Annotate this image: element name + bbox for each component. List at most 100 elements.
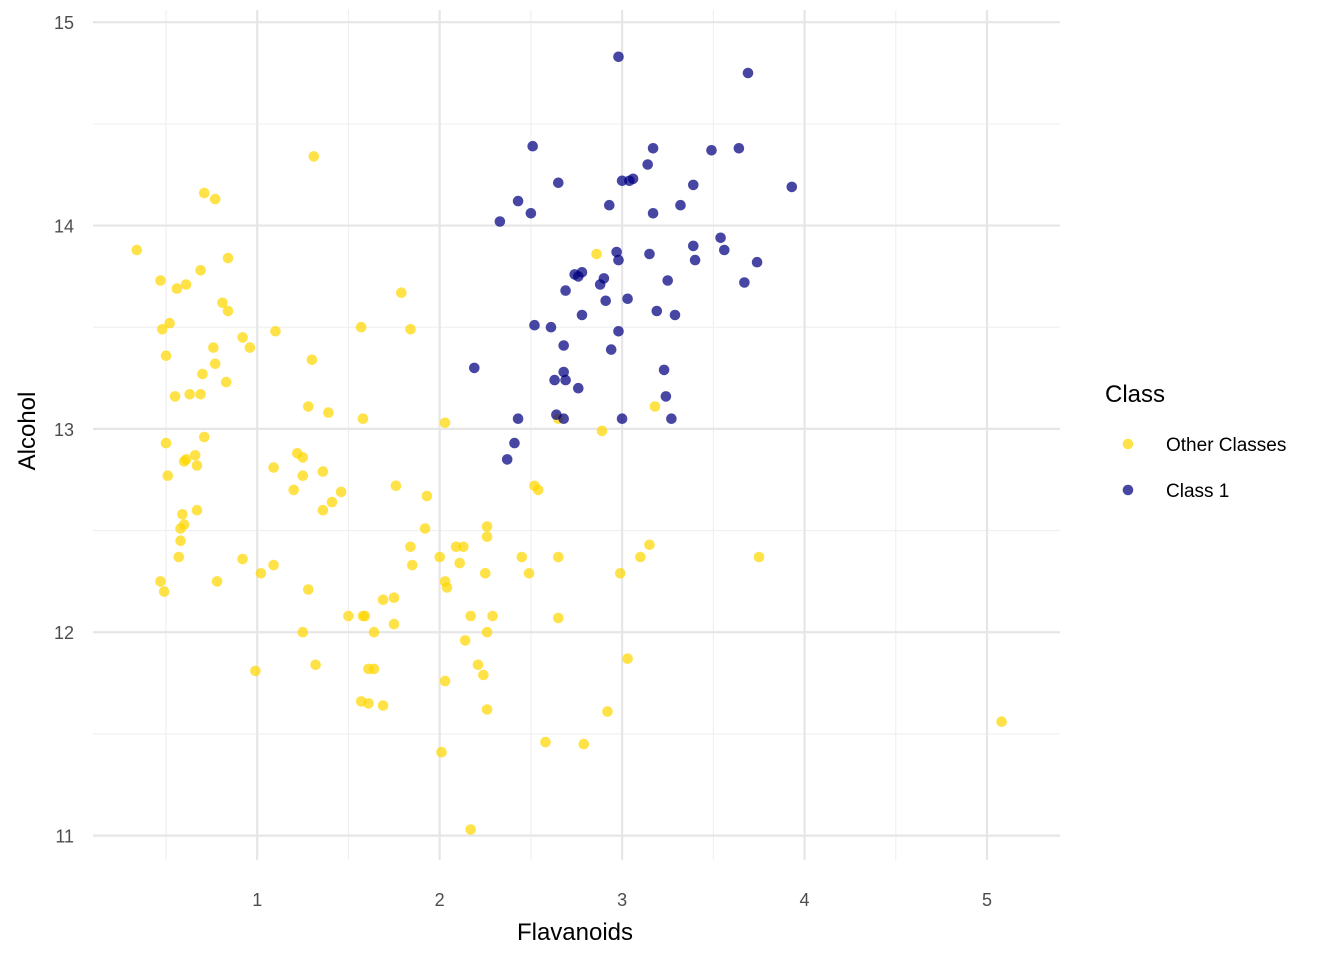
data-point <box>222 305 234 317</box>
y-tick-label: 11 <box>55 827 74 847</box>
y-tick-label: 15 <box>54 13 74 33</box>
data-point <box>191 504 203 516</box>
data-point <box>306 354 318 366</box>
data-point <box>396 287 407 299</box>
data-point <box>591 248 602 260</box>
data-point <box>644 539 655 551</box>
y-tick-label: 12 <box>54 623 74 643</box>
data-point <box>688 179 699 191</box>
data-point <box>421 490 433 502</box>
data-point <box>649 401 661 412</box>
data-point <box>180 454 192 465</box>
data-point <box>217 297 228 309</box>
data-point <box>616 175 628 187</box>
data-point <box>512 195 524 207</box>
data-point <box>308 151 320 162</box>
data-point <box>323 407 334 418</box>
data-point <box>454 557 466 569</box>
data-point <box>604 199 615 211</box>
data-point <box>363 698 374 709</box>
x-axis-ticks: 1 2 3 4 5 <box>252 890 992 910</box>
data-point <box>660 391 672 402</box>
data-point <box>160 437 172 449</box>
data-point <box>388 618 400 630</box>
data-point <box>540 736 551 748</box>
data-point <box>512 413 524 425</box>
data-point <box>469 362 480 374</box>
data-point <box>357 413 369 425</box>
data-point <box>178 519 190 530</box>
legend-key <box>1122 484 1134 496</box>
data-point <box>527 140 538 152</box>
data-point <box>480 568 491 579</box>
data-point <box>390 480 402 492</box>
data-point <box>578 738 590 750</box>
data-point <box>173 551 185 563</box>
data-point <box>613 51 624 63</box>
data-point <box>611 246 622 258</box>
data-point <box>553 177 564 189</box>
data-point <box>573 382 584 394</box>
data-point <box>605 344 617 355</box>
data-point <box>481 531 493 542</box>
data-point <box>297 452 309 463</box>
data-point <box>377 700 389 711</box>
data-point <box>209 193 221 205</box>
data-point <box>622 293 633 305</box>
data-point <box>297 470 309 482</box>
data-point <box>573 271 584 282</box>
data-point <box>195 265 206 276</box>
data-point <box>171 283 183 294</box>
data-point <box>184 389 195 400</box>
data-point <box>642 159 653 170</box>
data-point <box>405 324 416 335</box>
data-point <box>169 391 181 402</box>
data-point <box>459 635 471 646</box>
data-point <box>297 626 309 638</box>
data-point <box>197 368 208 380</box>
data-point <box>733 143 745 154</box>
data-point <box>602 706 613 717</box>
data-point <box>434 551 446 563</box>
data-point <box>669 309 681 321</box>
data-point <box>558 366 569 378</box>
data-point <box>439 417 451 429</box>
legend-label: Class 1 <box>1166 481 1229 502</box>
legend-label: Other Classes <box>1166 435 1286 456</box>
data-point <box>509 437 520 449</box>
data-point <box>615 568 626 579</box>
data-point <box>576 309 588 321</box>
data-point <box>158 586 170 597</box>
data-point <box>268 462 279 473</box>
x-tick-label: 1 <box>252 890 262 910</box>
data-point <box>658 364 670 376</box>
data-point <box>558 340 569 351</box>
data-point <box>220 376 232 388</box>
data-point <box>211 576 223 587</box>
data-point <box>222 252 234 264</box>
data-point <box>303 401 314 412</box>
data-point <box>635 551 646 563</box>
data-point <box>326 496 338 508</box>
data-point <box>689 254 701 266</box>
data-point <box>237 553 248 565</box>
data-point <box>441 582 453 593</box>
data-point <box>613 254 624 266</box>
data-point <box>613 326 624 337</box>
data-point <box>199 431 210 443</box>
data-point <box>407 559 418 571</box>
data-point <box>481 521 493 532</box>
data-point <box>647 143 659 154</box>
data-point <box>549 374 560 386</box>
data-point <box>666 413 677 425</box>
data-point <box>553 612 564 624</box>
data-point <box>715 232 726 244</box>
data-point <box>662 275 673 286</box>
data-point <box>622 653 633 664</box>
data-point <box>644 248 655 260</box>
data-point <box>532 484 544 496</box>
data-point <box>627 173 639 185</box>
data-point <box>560 374 571 386</box>
data-point <box>739 277 750 288</box>
data-point <box>616 413 628 425</box>
